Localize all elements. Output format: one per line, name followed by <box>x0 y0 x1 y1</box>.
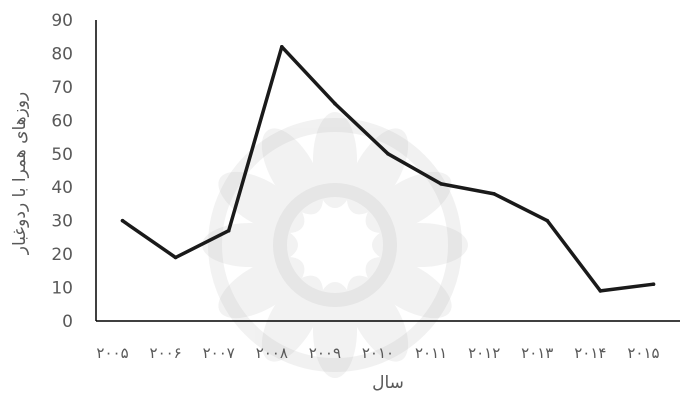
y-tick-label: 30 <box>51 212 73 232</box>
y-tick-label: 20 <box>51 245 73 265</box>
watermark-petal <box>261 128 324 215</box>
data-point <box>280 44 284 49</box>
data-point <box>173 255 178 260</box>
x-tick-label: ۲۰۱۲ <box>468 344 500 362</box>
x-tick-label: ۲۰۱۵ <box>627 344 659 362</box>
x-axis-label: سال <box>372 373 404 393</box>
watermark-petal <box>346 275 409 362</box>
y-axis-label: روزهای همرا با ردوغبار <box>10 92 30 256</box>
x-tick-label: ۲۰۰۵ <box>96 344 128 362</box>
watermark-petal <box>372 223 468 267</box>
watermark-petal <box>313 112 357 208</box>
x-tick-label: ۲۰۱۴ <box>574 344 606 362</box>
y-tick-label: 90 <box>51 11 73 31</box>
watermark-petal <box>365 171 452 234</box>
data-point <box>439 182 443 186</box>
watermark-petal <box>313 282 357 378</box>
x-tick-label: ۲۰۰۷ <box>203 344 235 362</box>
data-point <box>651 282 656 287</box>
data-point <box>598 289 603 293</box>
y-axis-ticks: 0 10 20 30 40 50 60 70 80 90 <box>51 11 73 332</box>
y-tick-label: 0 <box>62 312 73 332</box>
y-tick-label: 50 <box>51 145 73 165</box>
data-point <box>333 101 337 106</box>
data-point <box>492 192 496 196</box>
data-point <box>386 151 390 156</box>
watermark-petal <box>365 256 452 319</box>
y-tick-label: 70 <box>51 78 73 98</box>
watermark-petal <box>346 128 409 215</box>
y-tick-label: 80 <box>51 44 73 64</box>
watermark-rosette <box>208 118 462 372</box>
data-point <box>226 228 231 233</box>
x-tick-label: ۲۰۱۳ <box>521 344 553 362</box>
x-axis-ticks: ۲۰۰۵ ۲۰۰۶ ۲۰۰۷ ۲۰۰۸ ۲۰۰۹ ۲۰۱۰ ۲۰۱۱ ۲۰۱۲ ۲۰۱۳ ۲۰۱۴… <box>96 344 659 362</box>
watermark-petal <box>261 275 324 362</box>
y-tick-label: 10 <box>51 279 73 299</box>
data-points <box>120 44 656 293</box>
x-tick-label: ۲۰۰۹ <box>309 344 341 362</box>
x-tick-label: ۲۰۰۶ <box>150 344 182 362</box>
watermark-petals <box>202 112 468 378</box>
x-tick-label: ۲۰۱۰ <box>362 344 394 362</box>
y-tick-label: 40 <box>51 178 73 198</box>
y-tick-label: 60 <box>51 111 73 131</box>
data-point <box>120 218 125 223</box>
data-point <box>545 218 550 223</box>
x-tick-label: ۲۰۰۸ <box>256 344 288 362</box>
x-tick-label: ۲۰۱۱ <box>415 344 447 362</box>
watermark-petal <box>218 256 305 319</box>
